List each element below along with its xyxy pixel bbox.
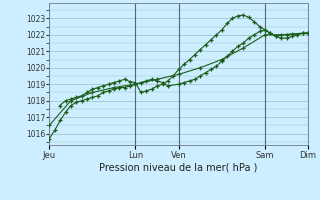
X-axis label: Pression niveau de la mer( hPa ): Pression niveau de la mer( hPa )	[100, 163, 258, 173]
